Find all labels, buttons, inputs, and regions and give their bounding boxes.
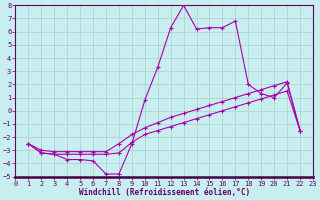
X-axis label: Windchill (Refroidissement éolien,°C): Windchill (Refroidissement éolien,°C) <box>79 188 250 197</box>
